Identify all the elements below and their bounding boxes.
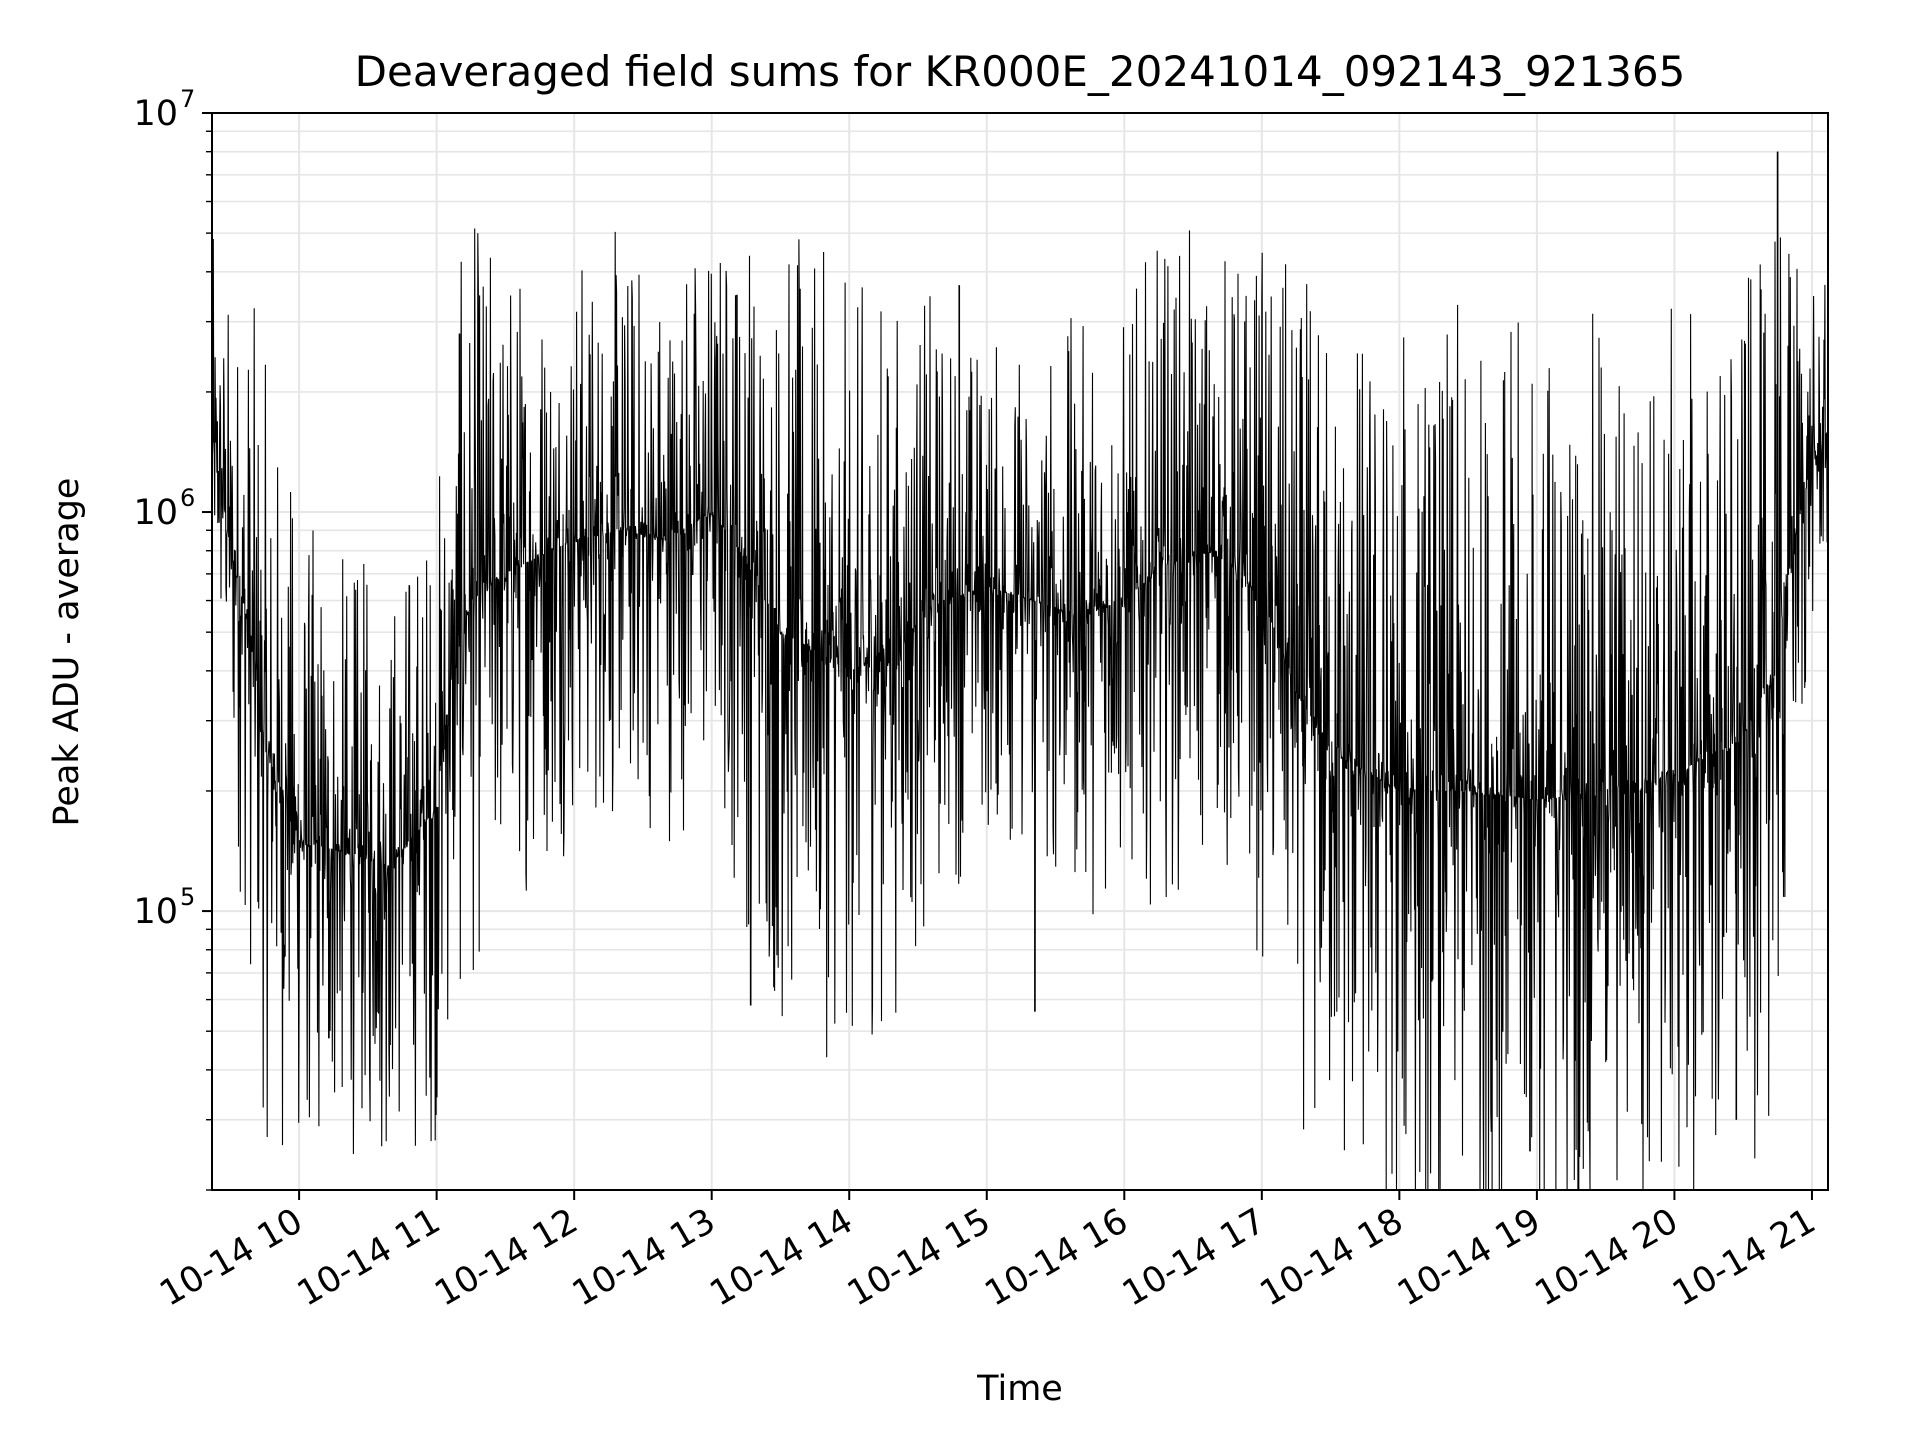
y-tick-exponent: 6 xyxy=(180,484,195,512)
chart-title: Deaveraged field sums for KR000E_2024101… xyxy=(355,47,1686,96)
y-tick-label: 10 xyxy=(133,493,178,533)
x-axis-label: Time xyxy=(976,1369,1063,1409)
series-line xyxy=(211,151,1829,1191)
y-tick-exponent: 7 xyxy=(180,85,195,113)
plot-frame xyxy=(211,112,1829,1191)
y-tick-exponent: 5 xyxy=(180,883,195,911)
y-tick-label: 10 xyxy=(133,892,178,932)
series-path xyxy=(211,151,1829,1191)
y-axis-label: Peak ADU - average xyxy=(47,478,87,827)
y-tick-label: 10 xyxy=(133,94,178,134)
